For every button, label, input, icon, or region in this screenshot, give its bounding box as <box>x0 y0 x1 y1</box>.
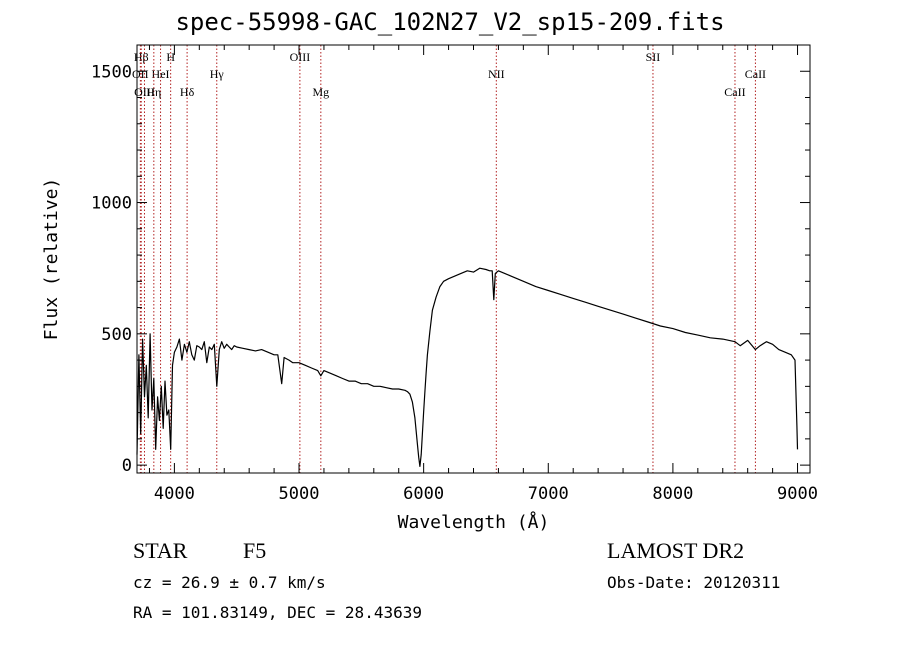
line-marker-label: OII <box>132 67 149 81</box>
x-tick-label: 8000 <box>652 484 693 504</box>
x-tick-label: 7000 <box>528 484 569 504</box>
line-marker-label: SII <box>646 50 661 64</box>
chart-title: spec-55998-GAC_102N27_V2_sp15-209.fits <box>175 8 725 36</box>
redshift-readout: cz = 26.9 ± 0.7 km/s <box>133 573 326 592</box>
x-tick-label: 4000 <box>154 484 195 504</box>
coordinates: RA = 101.83149, DEC = 28.43639 <box>133 603 422 622</box>
line-marker-label: CaII <box>724 85 745 99</box>
line-marker-label: CaII <box>745 67 766 81</box>
y-tick-label: 1000 <box>91 194 132 214</box>
line-marker-label: Hη <box>146 85 161 99</box>
object-class: STAR <box>133 538 188 563</box>
obs-date: Obs-Date: 20120311 <box>607 573 781 592</box>
line-marker-label: Mg <box>312 85 329 99</box>
y-tick-label: 0 <box>122 456 132 476</box>
survey-name: LAMOST DR2 <box>607 538 745 563</box>
line-marker-label: Hδ <box>180 85 195 99</box>
line-marker-label: OIII <box>290 50 311 64</box>
plot-frame <box>136 44 811 474</box>
line-marker-label: NII <box>488 67 505 81</box>
line-marker-label: OIII <box>134 85 155 99</box>
line-marker-label: Hγ <box>210 67 225 81</box>
spectral-subclass: F5 <box>243 538 267 563</box>
x-tick-label: 9000 <box>777 484 818 504</box>
line-marker-label: H <box>166 50 175 64</box>
x-tick-label: 6000 <box>403 484 444 504</box>
y-tick-label: 1500 <box>91 62 132 82</box>
spectrum-line <box>136 267 799 467</box>
y-axis-label: Flux (relative) <box>41 178 62 341</box>
line-marker-label: HeI <box>152 67 170 81</box>
x-tick-label: 5000 <box>279 484 320 504</box>
line-marker-label: Hβ <box>134 50 149 64</box>
y-tick-label: 500 <box>101 325 132 345</box>
x-axis-label: Wavelength (Å) <box>398 511 550 533</box>
